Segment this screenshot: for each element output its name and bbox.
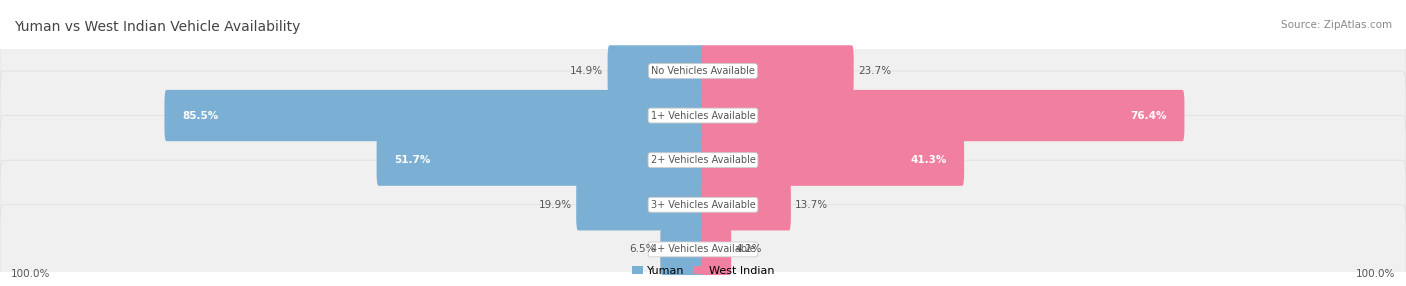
Text: 1+ Vehicles Available: 1+ Vehicles Available — [651, 111, 755, 120]
Text: 2+ Vehicles Available: 2+ Vehicles Available — [651, 155, 755, 165]
FancyBboxPatch shape — [0, 26, 1406, 116]
Text: Yuman vs West Indian Vehicle Availability: Yuman vs West Indian Vehicle Availabilit… — [14, 20, 301, 34]
Text: 4+ Vehicles Available: 4+ Vehicles Available — [651, 245, 755, 254]
Text: 41.3%: 41.3% — [910, 155, 946, 165]
Text: 100.0%: 100.0% — [1355, 269, 1395, 279]
Text: 6.5%: 6.5% — [630, 245, 657, 254]
FancyBboxPatch shape — [607, 45, 704, 97]
Text: 4.2%: 4.2% — [735, 245, 762, 254]
FancyBboxPatch shape — [702, 134, 965, 186]
FancyBboxPatch shape — [576, 179, 704, 231]
FancyBboxPatch shape — [702, 224, 731, 275]
FancyBboxPatch shape — [377, 134, 704, 186]
Text: 100.0%: 100.0% — [11, 269, 51, 279]
FancyBboxPatch shape — [0, 116, 1406, 205]
FancyBboxPatch shape — [702, 179, 790, 231]
FancyBboxPatch shape — [702, 45, 853, 97]
FancyBboxPatch shape — [661, 224, 704, 275]
Text: 23.7%: 23.7% — [858, 66, 891, 76]
Text: 13.7%: 13.7% — [796, 200, 828, 210]
Text: 76.4%: 76.4% — [1130, 111, 1167, 120]
FancyBboxPatch shape — [0, 71, 1406, 160]
FancyBboxPatch shape — [165, 90, 704, 141]
Text: 51.7%: 51.7% — [394, 155, 430, 165]
FancyBboxPatch shape — [702, 90, 1184, 141]
Text: Source: ZipAtlas.com: Source: ZipAtlas.com — [1281, 20, 1392, 30]
FancyBboxPatch shape — [0, 160, 1406, 249]
Text: No Vehicles Available: No Vehicles Available — [651, 66, 755, 76]
Text: 85.5%: 85.5% — [181, 111, 218, 120]
Text: 3+ Vehicles Available: 3+ Vehicles Available — [651, 200, 755, 210]
Text: 14.9%: 14.9% — [569, 66, 603, 76]
Text: 19.9%: 19.9% — [538, 200, 572, 210]
Legend: Yuman, West Indian: Yuman, West Indian — [627, 261, 779, 281]
FancyBboxPatch shape — [0, 205, 1406, 286]
